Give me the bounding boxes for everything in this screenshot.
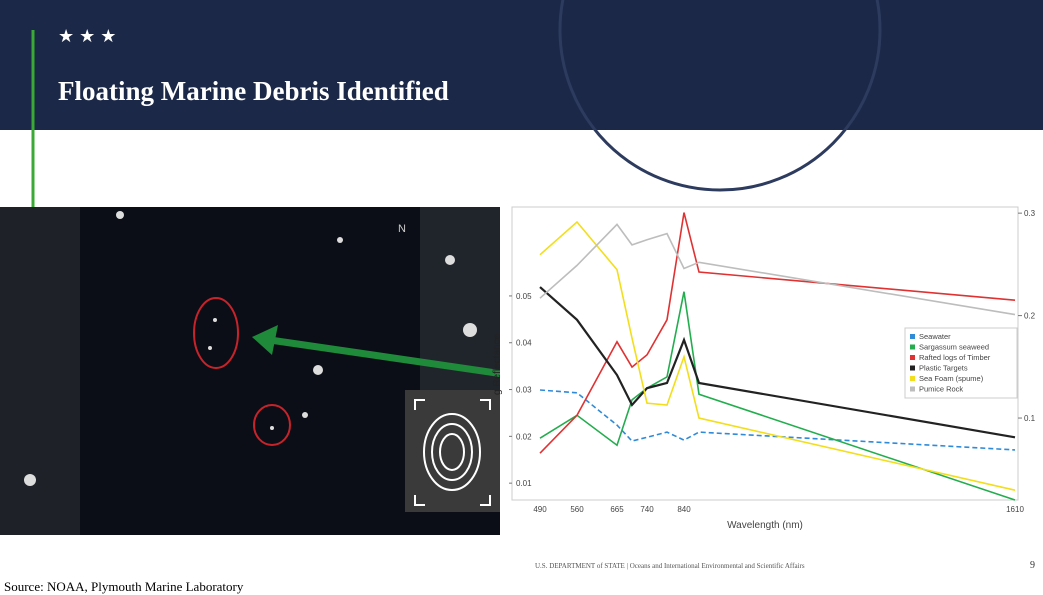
legend-swatch — [910, 386, 915, 392]
y-tick-label: 0.04 — [516, 339, 532, 348]
y-axis-label: g Reflectance — [492, 333, 503, 395]
legend-box — [904, 327, 1018, 399]
series-line — [539, 389, 1016, 451]
x-tick-label: 665 — [610, 505, 624, 514]
page-number: 9 — [1030, 560, 1035, 571]
plot-frame — [511, 206, 1019, 501]
x-tick-label: 1610 — [1006, 505, 1024, 514]
chart: 0.01 0.02 0.03 0.04 0.05 0.1 0.2 0.3 490 560 665 74… — [492, 200, 1043, 548]
legend-label: Pumice Rock — [919, 385, 963, 394]
y-tick-label: 0.01 — [516, 479, 532, 488]
north-marker: N — [398, 223, 406, 235]
slide-title: Floating Marine Debris Identified — [58, 76, 449, 106]
debris-spots — [24, 211, 477, 486]
x-tick-label: 490 — [533, 505, 547, 514]
legend-swatch — [910, 334, 915, 339]
arrow — [269, 336, 511, 379]
highlight-circle — [193, 297, 239, 369]
fingerprint-lines — [414, 399, 491, 506]
series-line — [539, 286, 1016, 439]
legend-label: Sea Foam (spume) — [919, 374, 984, 383]
legend-swatch — [910, 365, 915, 371]
y-tick-label: 0.02 — [516, 432, 532, 441]
legend-swatch — [910, 376, 915, 381]
series-line — [539, 212, 1016, 454]
y2-tick-label: 0.2 — [1024, 312, 1036, 321]
legend-swatch — [910, 355, 915, 360]
stars: ★ ★ ★ — [58, 26, 116, 46]
seal-decoration — [558, 0, 882, 192]
header-band — [0, 0, 1043, 130]
arrow-head — [252, 325, 278, 355]
source: Source: NOAA, Plymouth Marine Laboratory — [4, 579, 244, 594]
image-edge — [0, 207, 80, 535]
highlight-circle — [253, 404, 291, 446]
legend-label: Plastic Targets — [919, 364, 968, 373]
legend-label: Rafted logs of Timber — [919, 353, 991, 362]
x-tick-label: 840 — [677, 505, 691, 514]
y-tick-label: 0.03 — [516, 386, 532, 395]
legend-label: Seawater — [919, 332, 951, 341]
legend-label: Sargassum seaweed — [919, 343, 989, 352]
series-line — [539, 223, 1016, 316]
series-line — [539, 220, 1016, 491]
y2-tick-label: 0.3 — [1024, 209, 1036, 218]
x-tick-label: 560 — [570, 505, 584, 514]
fingerprint-icon — [405, 390, 500, 512]
x-tick-label: 740 — [640, 505, 654, 514]
y2-tick-label: 0.1 — [1024, 414, 1036, 423]
y-tick-label: 0.05 — [516, 292, 532, 301]
x-axis-label: Wavelength (nm) — [727, 520, 803, 531]
legend-swatch — [910, 344, 915, 350]
footer: U.S. DEPARTMENT of STATE | Oceans and In… — [535, 562, 805, 570]
